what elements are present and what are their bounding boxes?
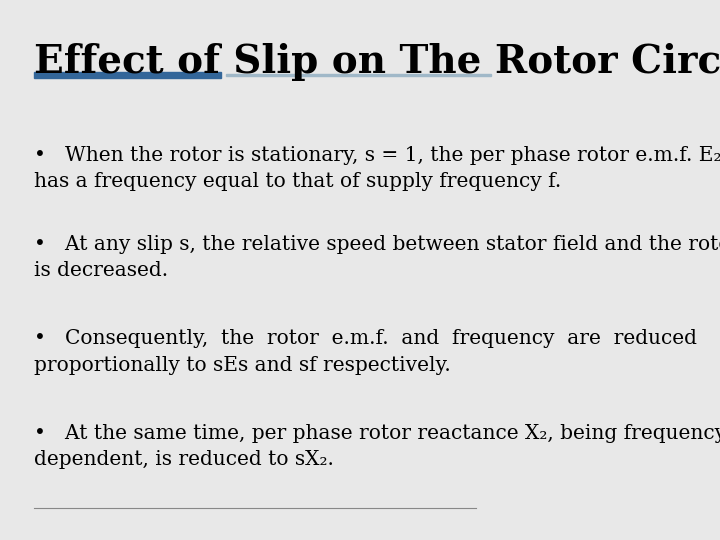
Text: •   At any slip s, the relative speed between stator field and the rotor
is decr: • At any slip s, the relative speed betw… — [35, 235, 720, 280]
Text: •   At the same time, per phase rotor reactance X₂, being frequency
dependent, i: • At the same time, per phase rotor reac… — [35, 424, 720, 469]
Bar — [225, 74, 491, 76]
Bar — [35, 72, 221, 78]
Text: •   When the rotor is stationary, s = 1, the per phase rotor e.m.f. E₂
has a fre: • When the rotor is stationary, s = 1, t… — [35, 146, 720, 191]
Text: •   Consequently,  the  rotor  e.m.f.  and  frequency  are  reduced
proportional: • Consequently, the rotor e.m.f. and fre… — [35, 329, 698, 375]
Text: Effect of Slip on The Rotor Circuit: Effect of Slip on The Rotor Circuit — [35, 43, 720, 81]
